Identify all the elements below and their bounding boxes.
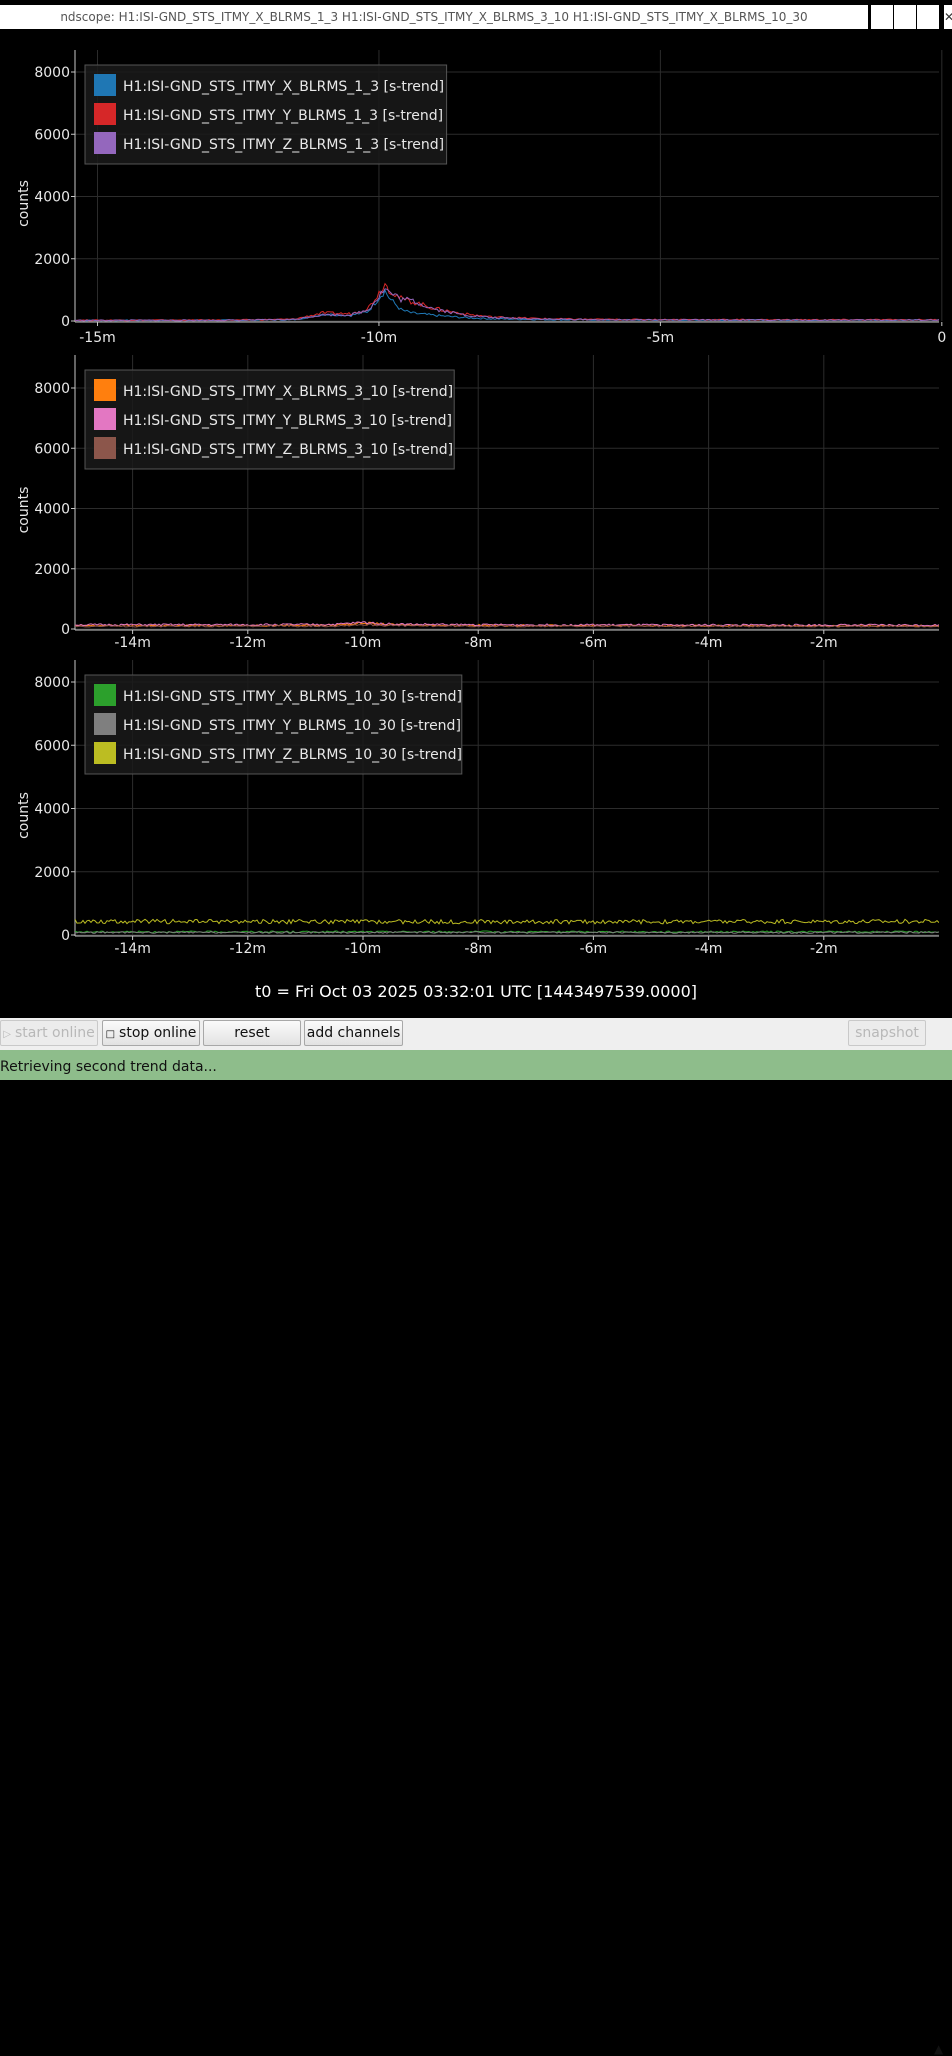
legend-label: H1:ISI-GND_STS_ITMY_X_BLRMS_10_30 [s-tre… (123, 689, 462, 705)
legend-label: H1:ISI-GND_STS_ITMY_Y_BLRMS_10_30 [s-tre… (123, 718, 461, 734)
y-tick-label: 2000 (34, 252, 70, 268)
y-tick-label: 6000 (34, 127, 70, 143)
stop-online-label: stop online (119, 1025, 197, 1041)
series-line (75, 623, 939, 628)
window-title: ndscope: H1:ISI-GND_STS_ITMY_X_BLRMS_1_3… (0, 5, 868, 29)
y-tick-label: 4000 (34, 502, 70, 518)
x-tick-label: -12m (230, 941, 267, 957)
y-axis-label: counts (16, 487, 32, 534)
series-line (75, 918, 939, 925)
x-tick-label: -2m (810, 635, 838, 651)
status-bar: Retrieving second trend data... (0, 1050, 952, 1080)
legend-box (84, 369, 455, 470)
legend: H1:ISI-GND_STS_ITMY_X_BLRMS_3_10 [s-tren… (84, 369, 455, 470)
legend: H1:ISI-GND_STS_ITMY_X_BLRMS_10_30 [s-tre… (84, 674, 463, 775)
x-tick-label: -14m (114, 941, 151, 957)
x-tick-label: -10m (345, 941, 382, 957)
legend-label: H1:ISI-GND_STS_ITMY_X_BLRMS_3_10 [s-tren… (123, 384, 453, 400)
x-tick-label: -8m (464, 635, 492, 651)
x-tick-label: -6m (580, 941, 608, 957)
y-tick-label: 8000 (34, 675, 70, 691)
y-tick-label: 0 (61, 314, 70, 330)
legend-swatch (94, 742, 116, 764)
add-channels-button[interactable]: add channels (304, 1020, 403, 1046)
snapshot-button[interactable]: snapshot (848, 1020, 926, 1046)
series-line (75, 621, 939, 627)
legend-swatch (94, 103, 116, 125)
series-line (75, 288, 939, 322)
y-tick-label: 4000 (34, 802, 70, 818)
maximize-button[interactable] (894, 5, 916, 29)
start-online-button[interactable]: ▷ start online (0, 1020, 98, 1046)
y-axis-label: counts (16, 180, 32, 227)
y-tick-label: 2000 (34, 865, 70, 881)
legend-label: H1:ISI-GND_STS_ITMY_X_BLRMS_1_3 [s-trend… (123, 79, 444, 95)
legend-swatch (94, 132, 116, 154)
control-bar: ▷ start online □ stop online reset add cha… (0, 1018, 952, 2056)
legend-swatch (94, 408, 116, 430)
minimize-button[interactable] (871, 5, 893, 29)
y-tick-label: 6000 (34, 441, 70, 457)
x-tick-label: -12m (230, 635, 267, 651)
legend-label: H1:ISI-GND_STS_ITMY_Y_BLRMS_1_3 [s-trend… (123, 108, 443, 124)
x-tick-label: -15m (79, 330, 116, 346)
start-online-label: start online (14, 1025, 95, 1041)
y-tick-label: 4000 (34, 190, 70, 206)
x-tick-label: 0 (937, 330, 946, 346)
series-line (75, 931, 939, 934)
stop-icon: □ (105, 1029, 116, 1040)
x-tick-label: -4m (695, 635, 723, 651)
legend-swatch (94, 437, 116, 459)
legend-swatch (94, 74, 116, 96)
legend-swatch (94, 379, 116, 401)
legend-label: H1:ISI-GND_STS_ITMY_Z_BLRMS_1_3 [s-trend… (123, 137, 444, 153)
y-tick-label: 8000 (34, 65, 70, 81)
x-tick-label: -8m (464, 941, 492, 957)
y-tick-label: 2000 (34, 562, 70, 578)
window-titlebar: ndscope: H1:ISI-GND_STS_ITMY_X_BLRMS_1_3… (0, 0, 952, 32)
y-tick-label: 0 (61, 928, 70, 944)
x-tick-label: -4m (695, 941, 723, 957)
legend-swatch (94, 713, 116, 735)
y-axis-label: counts (16, 792, 32, 839)
legend: H1:ISI-GND_STS_ITMY_X_BLRMS_1_3 [s-trend… (84, 64, 448, 165)
x-tick-label: -2m (810, 941, 838, 957)
x-tick-label: -14m (114, 635, 151, 651)
legend-label: H1:ISI-GND_STS_ITMY_Z_BLRMS_3_10 [s-tren… (123, 442, 453, 458)
arrow-up-icon[interactable]: ▲ (934, 2042, 944, 2056)
plot-panel-3: 0 2000 4000 6000 8000 -14m -12m -10m -8m -6m -4m -2… (16, 660, 939, 957)
x-tick-label: -10m (361, 330, 398, 346)
t0-label: t0 = Fri Oct 03 2025 03:32:01 UTC [14434… (254, 982, 697, 1001)
x-tick-label: -6m (580, 635, 608, 651)
close-icon[interactable]: ✕ (944, 5, 952, 29)
legend-label: H1:ISI-GND_STS_ITMY_Z_BLRMS_10_30 [s-tre… (123, 747, 462, 763)
play-icon: ▷ (3, 1029, 11, 1040)
restore-button[interactable] (917, 5, 939, 29)
plot-panel-2: 0 2000 4000 6000 8000 -14m -12m -10m -8m -6m -4m -2… (16, 355, 939, 651)
y-tick-label: 6000 (34, 738, 70, 754)
plot-area[interactable]: 0 2000 4000 6000 8000 -15m -10m -5m 0 counts H1:IS… (0, 32, 952, 970)
series-line (75, 288, 939, 322)
legend-swatch (94, 684, 116, 706)
legend-box (84, 64, 448, 165)
plots-svg[interactable]: 0 2000 4000 6000 8000 -15m -10m -5m 0 counts H1:IS… (0, 32, 952, 970)
stop-online-button[interactable]: □ stop online (102, 1020, 200, 1046)
x-tick-label: -5m (647, 330, 675, 346)
y-tick-label: 8000 (34, 381, 70, 397)
y-tick-label: 0 (61, 622, 70, 638)
reset-button[interactable]: reset (203, 1020, 301, 1046)
legend-box (84, 674, 463, 775)
plot-panel-1: 0 2000 4000 6000 8000 -15m -10m -5m 0 counts H1:IS… (16, 50, 946, 346)
series-line (75, 621, 939, 628)
series-line (75, 282, 939, 322)
x-tick-label: -10m (345, 635, 382, 651)
legend-label: H1:ISI-GND_STS_ITMY_Y_BLRMS_3_10 [s-tren… (123, 413, 452, 429)
